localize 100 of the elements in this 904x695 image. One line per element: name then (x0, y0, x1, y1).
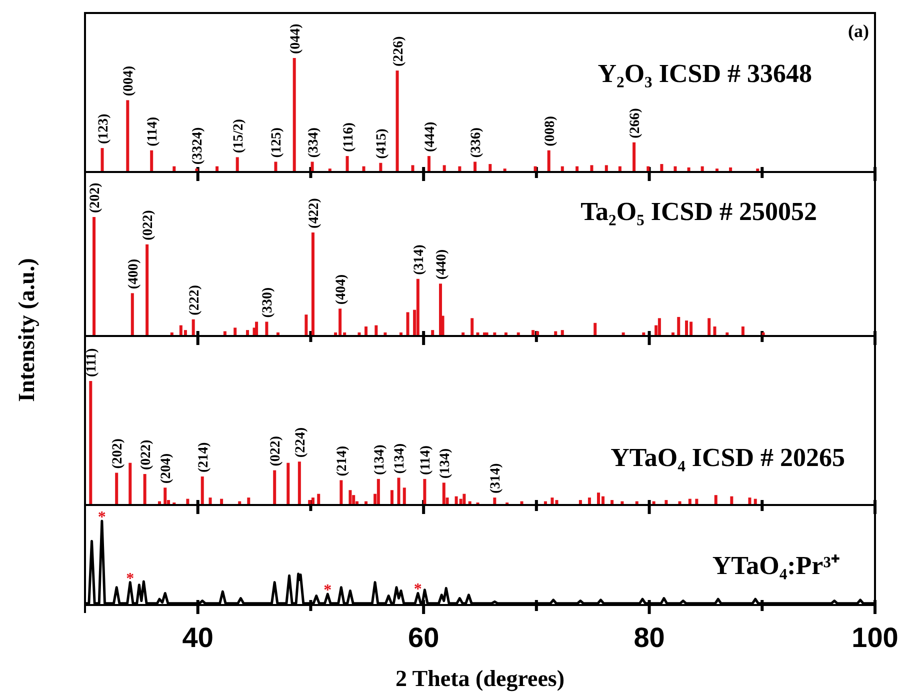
annotation: (336) (469, 127, 484, 158)
bar (427, 156, 430, 172)
bar (396, 70, 399, 172)
annotation: (022) (138, 439, 154, 470)
annotation: (114) (146, 116, 161, 146)
bar (708, 318, 711, 336)
bar (126, 100, 130, 172)
bar (130, 293, 134, 336)
annotation: (134) (372, 444, 388, 475)
annotation: * (414, 581, 422, 598)
chart-title: Ta₂O₅ ICSD # 250052 (580, 197, 817, 226)
annotation: (114) (418, 445, 434, 475)
bar (200, 476, 204, 505)
annotation: (415) (374, 128, 390, 159)
bar (423, 478, 426, 505)
annotation: (022) (268, 436, 284, 466)
annotation: * (98, 509, 106, 526)
annotation: (224) (293, 426, 308, 458)
annotation: (116) (341, 122, 356, 152)
annotation: (134) (438, 448, 453, 479)
bar (402, 488, 406, 505)
bar (89, 381, 92, 505)
annotation: (3324) (190, 126, 206, 165)
bar (348, 490, 352, 505)
bar (236, 157, 239, 172)
annotation: (422) (306, 198, 322, 228)
bar (416, 278, 420, 336)
annotation: (214) (196, 442, 212, 472)
annotation: (400) (126, 258, 142, 290)
annotation: (226) (391, 36, 406, 67)
annotation: (204) (159, 452, 174, 484)
bar (298, 462, 301, 505)
bar (100, 148, 104, 172)
x-axis-title: 2 Theta (degrees) (395, 666, 565, 692)
annotation: (334) (306, 127, 322, 158)
text: YTaO₄:Pr³⁺ (712, 551, 840, 580)
bar (714, 495, 718, 505)
annotation: (022) (141, 210, 156, 240)
x-tick-label: 100 (852, 622, 898, 653)
bar (397, 478, 400, 505)
bar (470, 318, 474, 336)
annotation: (125) (270, 127, 285, 158)
bar (547, 150, 550, 172)
annotation: (134) (392, 443, 408, 474)
annotation: (444) (422, 121, 438, 152)
bar (677, 316, 680, 336)
bar (146, 244, 149, 336)
annotation: * (126, 570, 134, 588)
bar (115, 472, 118, 505)
bar (255, 322, 258, 336)
bar (311, 232, 314, 336)
bar (150, 150, 154, 172)
bar (292, 58, 296, 172)
bar (632, 142, 636, 172)
annotation: (123) (96, 113, 112, 144)
bar (594, 322, 597, 336)
y-axis-title: Intensity (a.u.) (14, 258, 39, 402)
bar (143, 474, 146, 505)
x-tick-label: 40 (182, 622, 214, 653)
annotation: (314) (488, 462, 504, 494)
annotation: (202) (110, 438, 126, 469)
annotation: (330) (260, 287, 276, 318)
annotation: (222) (187, 284, 202, 316)
x-tick-label: 60 (408, 622, 440, 653)
bar (304, 314, 308, 336)
bar (92, 217, 96, 336)
annotation: (202) (88, 182, 104, 213)
bar (164, 488, 167, 505)
annotation: (266) (628, 108, 644, 138)
bar (274, 162, 278, 172)
bar (346, 156, 349, 172)
bar (340, 480, 343, 505)
bar (273, 470, 276, 505)
bar (406, 312, 410, 336)
bar (234, 328, 237, 336)
annotation: (214) (335, 446, 350, 476)
bar (439, 284, 442, 336)
bar (192, 319, 195, 336)
annotation: (404) (334, 274, 350, 305)
annotation: (111) (84, 348, 100, 377)
bar (376, 478, 380, 505)
text: (a) (848, 21, 869, 41)
bar (442, 482, 446, 505)
annotation: (440) (434, 248, 450, 280)
bar (317, 494, 320, 505)
bar (462, 494, 466, 505)
chart-title: Y₂O₃ ICSD # 33648 (598, 59, 812, 88)
annotation: (044) (288, 23, 304, 54)
annotation: (004) (122, 66, 137, 96)
bar (658, 318, 661, 336)
bar (474, 162, 477, 172)
bar (286, 462, 290, 505)
annotation: * (324, 582, 332, 600)
bar (128, 462, 132, 505)
text: YTaO₄ ICSD # 20265 (610, 443, 845, 472)
bar (390, 490, 394, 505)
bar (265, 322, 268, 336)
bar (685, 320, 688, 336)
annotation: (314) (412, 244, 427, 275)
annotation: (008) (542, 116, 558, 146)
